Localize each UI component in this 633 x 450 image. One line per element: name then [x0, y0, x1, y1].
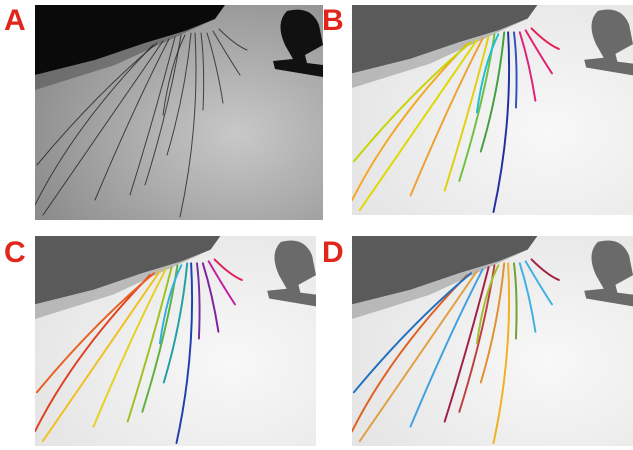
panel-image — [35, 236, 316, 446]
photo — [352, 5, 633, 215]
panel-label: B — [322, 6, 344, 36]
figure: {"panels": [{"label": "A"}, {"label": "B… — [0, 0, 633, 450]
photo — [352, 236, 633, 446]
panel-label: C — [4, 238, 26, 268]
photo — [35, 5, 323, 220]
panel-image — [352, 5, 633, 215]
panel-image — [352, 236, 633, 446]
panel-label: D — [322, 238, 344, 268]
panel-label: A — [4, 6, 26, 36]
panel-image — [35, 5, 323, 220]
photo — [35, 236, 316, 446]
